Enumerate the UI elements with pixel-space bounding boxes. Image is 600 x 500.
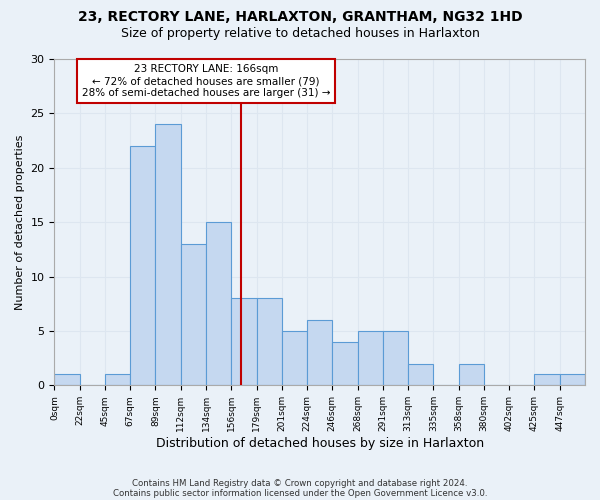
Bar xyxy=(282,331,307,386)
Bar xyxy=(231,298,257,386)
Bar xyxy=(358,331,383,386)
Text: 23 RECTORY LANE: 166sqm
← 72% of detached houses are smaller (79)
28% of semi-de: 23 RECTORY LANE: 166sqm ← 72% of detache… xyxy=(82,64,330,98)
Bar xyxy=(585,374,600,386)
Bar xyxy=(332,342,358,386)
X-axis label: Distribution of detached houses by size in Harlaxton: Distribution of detached houses by size … xyxy=(155,437,484,450)
Bar xyxy=(155,124,181,386)
Bar xyxy=(307,320,332,386)
Bar xyxy=(55,374,80,386)
Bar xyxy=(383,331,408,386)
Text: 23, RECTORY LANE, HARLAXTON, GRANTHAM, NG32 1HD: 23, RECTORY LANE, HARLAXTON, GRANTHAM, N… xyxy=(77,10,523,24)
Bar xyxy=(257,298,282,386)
Text: Size of property relative to detached houses in Harlaxton: Size of property relative to detached ho… xyxy=(121,28,479,40)
Text: Contains public sector information licensed under the Open Government Licence v3: Contains public sector information licen… xyxy=(113,488,487,498)
Bar xyxy=(206,222,231,386)
Bar xyxy=(181,244,206,386)
Bar xyxy=(458,364,484,386)
Bar xyxy=(535,374,560,386)
Bar xyxy=(105,374,130,386)
Bar xyxy=(408,364,433,386)
Text: Contains HM Land Registry data © Crown copyright and database right 2024.: Contains HM Land Registry data © Crown c… xyxy=(132,478,468,488)
Y-axis label: Number of detached properties: Number of detached properties xyxy=(15,134,25,310)
Bar xyxy=(130,146,155,386)
Bar xyxy=(560,374,585,386)
